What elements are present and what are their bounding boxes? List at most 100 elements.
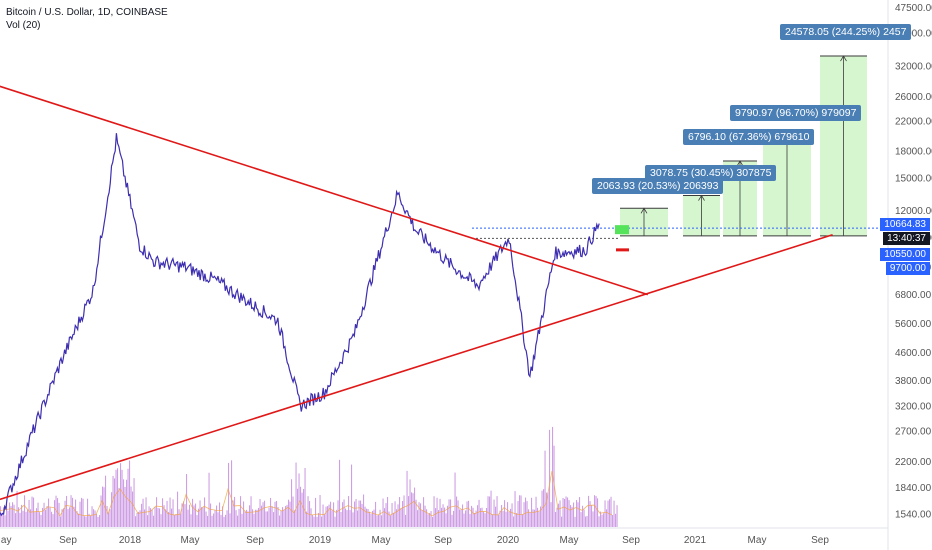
price-label-10550: 10550.00 [880,248,930,261]
volume-bar [270,497,272,527]
volume-bar [433,496,435,527]
volume-bar [516,513,518,527]
volume-bar [43,502,45,527]
volume-bar [363,494,365,527]
volume-bar [249,505,251,527]
volume-bar [316,516,318,527]
y-tick-label: 26000.00 [895,92,932,103]
volume-bar [151,509,153,527]
volume-bar [48,498,50,527]
volume-bar [441,507,443,527]
volume-bar [345,508,347,527]
volume-bar [364,506,366,527]
volume-bar [97,516,99,527]
volume-bar [349,510,351,527]
volume-bar [346,510,348,527]
volume-bar [30,509,32,527]
volume-bar [318,512,320,527]
volume-bar [33,497,35,527]
volume-bar [75,499,77,527]
volume-bar [193,505,195,527]
volume-bar [334,516,336,527]
volume-bar [82,498,84,527]
volume-bar [100,495,102,527]
volume-bar [94,510,96,527]
volume-bar [13,504,15,527]
volume-bar [166,500,168,527]
volume-bar [42,507,44,527]
x-tick-label: May [372,535,391,546]
volume-bar [423,497,425,527]
volume-bar [445,513,447,527]
volume-bar [559,500,561,527]
volume-bar [225,514,227,527]
volume-bar [117,468,119,527]
descending-trendline [0,85,649,296]
volume-bar [579,497,581,527]
volume-bar [76,511,78,527]
volume-bar [490,490,492,527]
volume-bar [313,516,315,527]
volume-bar [66,495,68,527]
volume-bar [370,513,372,527]
volume-bar [223,516,225,527]
volume-bar [109,509,111,527]
volume-bar [199,500,201,527]
volume-bar [3,507,5,527]
volume-bar [15,513,17,527]
volume-bar [321,516,323,527]
volume-bar [112,475,114,527]
y-tick-label: 18000.00 [895,146,932,157]
volume-bar [258,507,260,527]
volume-bar [504,500,506,527]
volume-bar [411,492,413,527]
volume-bar [39,512,41,527]
volume-bar [483,511,485,527]
volume-bar [432,516,434,527]
stop-marker [616,248,629,252]
volume-bar [243,501,245,527]
volume-bar [615,513,617,527]
volume-bar [520,495,522,527]
volume-bar [343,499,345,527]
volume-bar [273,512,275,527]
volume-bar [139,510,141,527]
volume-bar [264,500,266,527]
volume-bar [324,514,326,527]
volume-bar [561,516,563,527]
volume-bar [394,501,396,527]
x-tick-label: 2021 [684,535,707,546]
volume-bar [307,496,309,527]
volume-bar [319,495,321,527]
volume-bar [244,511,246,527]
volume-bar [471,505,473,527]
volume-bar [501,505,503,527]
volume-bar [498,514,500,527]
volume-bar [399,497,401,527]
y-tick-label: 15000.00 [895,173,932,184]
volume-bar [462,504,464,527]
volume-bar [336,509,338,527]
volume-bar [397,504,399,527]
volume-bar [99,515,101,527]
x-tick-label: May [560,535,579,546]
volume-bar [277,507,279,527]
volume-bar [280,510,282,527]
volume-bar [604,500,606,527]
volume-bar [124,486,126,527]
volume-bar [235,510,237,527]
volume-bar [222,506,224,527]
volume-bar [70,495,72,527]
volume-bar [468,500,470,527]
volume-bar [202,507,204,527]
volume-bar [544,450,546,527]
x-tick-label: 2018 [119,535,142,546]
volume-bar [9,502,11,527]
volume-bar [160,514,162,527]
volume-bar [613,500,615,527]
volume-bar [127,468,129,527]
volume-bar [574,516,576,527]
projection-arrow-head [736,160,744,167]
x-tick-label: 2019 [309,535,332,546]
